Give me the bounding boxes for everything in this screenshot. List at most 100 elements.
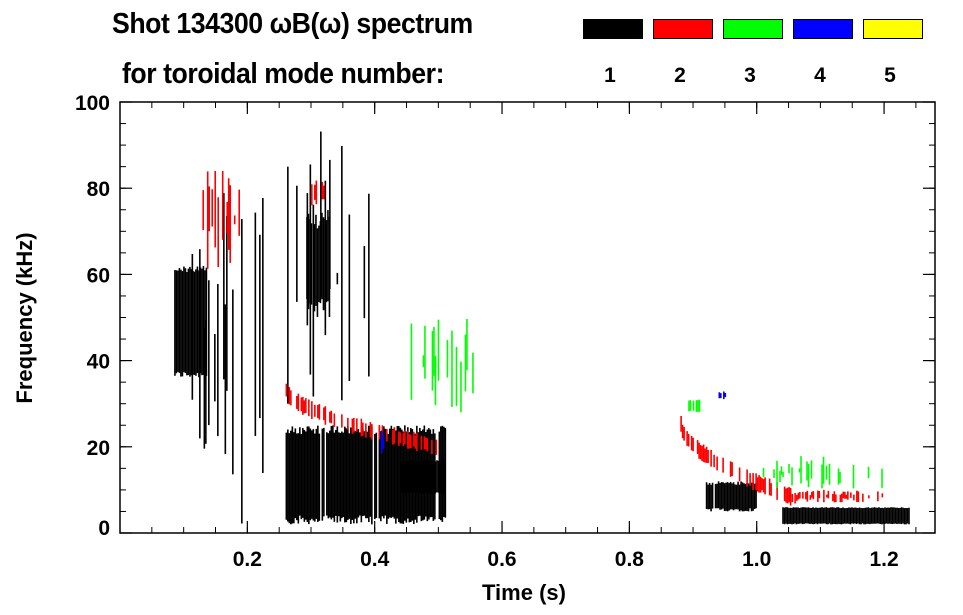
spectrum-mark-mode-1 — [786, 507, 789, 525]
spectrum-mark-mode-2 — [423, 436, 426, 450]
spectrum-mark-mode-2 — [393, 427, 396, 444]
spectrum-mark-mode-1 — [199, 249, 201, 439]
spectrum-mark-mode-1 — [882, 508, 885, 524]
spectrum-mark-mode-1 — [752, 483, 754, 511]
spectrum-mark-mode-2 — [752, 473, 754, 491]
spectrum-mark-mode-1 — [184, 268, 187, 373]
spectrum-mark-mode-3 — [422, 355, 425, 368]
spectrum-mark-mode-2 — [701, 445, 703, 461]
spectrum-mark-mode-1 — [318, 225, 320, 302]
spectrum-mark-mode-1 — [259, 234, 261, 419]
spectrum-mark-mode-1 — [296, 433, 298, 521]
spectrum-mark-mode-2 — [214, 170, 217, 248]
spectrum-mark-mode-1 — [310, 223, 313, 305]
spectrum-mark-mode-1 — [306, 426, 309, 522]
spectrum-mark-mode-1 — [374, 433, 376, 520]
spectrum-mark-mode-1 — [705, 482, 708, 510]
spectrum-mark-mode-1 — [390, 425, 393, 518]
spectrum-mark-mode-1 — [734, 484, 736, 510]
spectrum-mark-mode-1 — [714, 483, 717, 509]
spectrum-mark-mode-1 — [720, 482, 723, 510]
spectrum-mark-mode-1 — [290, 430, 292, 525]
spectrum-mark-mode-2 — [699, 445, 702, 460]
spectrum-mark-mode-1 — [806, 507, 808, 524]
spectrum-mark-mode-1 — [830, 507, 832, 525]
spectrum-mark-mode-1 — [300, 433, 303, 520]
spectrum-mark-mode-1 — [338, 432, 340, 517]
spectrum-mark-mode-2 — [802, 491, 804, 499]
spectrum-mark-mode-1 — [845, 508, 847, 524]
spectrum-mark-mode-1 — [345, 428, 348, 523]
spectrum-mark-mode-1 — [843, 508, 846, 524]
spectrum-mark-mode-2 — [749, 473, 751, 486]
spectrum-mark-mode-2 — [762, 479, 765, 493]
spectrum-mark-mode-1 — [731, 483, 733, 510]
spectrum-mark-mode-2 — [351, 418, 354, 434]
spectrum-mark-mode-1 — [794, 507, 796, 524]
spectrum-mark-mode-3 — [821, 464, 823, 489]
spectrum-mark-mode-1 — [864, 507, 867, 525]
spectrum-mark-mode-4 — [718, 392, 721, 399]
spectrum-mark-mode-1 — [175, 270, 178, 374]
spectrum-mark-mode-1 — [719, 483, 721, 510]
spectrum-mark-mode-1 — [323, 427, 325, 517]
spectrum-mark-mode-2 — [705, 446, 708, 463]
spectrum-mark-mode-3 — [437, 319, 440, 381]
spectrum-mark-mode-1 — [906, 508, 909, 524]
y-tick-label: 80 — [87, 178, 110, 201]
spectrum-mark-mode-3 — [800, 456, 802, 484]
spectrum-mark-mode-1 — [318, 433, 321, 521]
spectrum-mark-mode-1 — [384, 428, 387, 516]
spectrum-mark-mode-3 — [788, 464, 790, 474]
spectrum-mark-mode-1 — [383, 426, 385, 519]
spectrum-mark-mode-2 — [761, 478, 763, 490]
spectrum-mark-mode-1 — [879, 507, 882, 524]
spectrum-mark-mode-1 — [722, 482, 724, 509]
spectrum-mark-mode-2 — [323, 407, 325, 421]
spectrum-mark-mode-1 — [885, 507, 888, 524]
spectrum-mark-mode-2 — [713, 454, 715, 468]
spectrum-mark-mode-2 — [853, 494, 855, 501]
spectrum-mark-mode-2 — [698, 442, 700, 459]
spectrum-mark-mode-1 — [302, 427, 304, 518]
spectrum-mark-mode-3 — [433, 327, 435, 376]
legend-swatch-mode-3 — [723, 19, 783, 39]
spectrum-mark-mode-3 — [798, 468, 801, 473]
spectrum-mark-mode-1 — [848, 507, 850, 524]
spectrum-mark-mode-1 — [419, 461, 422, 493]
spectrum-mark-mode-1 — [344, 426, 346, 523]
spectrum-mark-mode-1 — [288, 433, 291, 524]
spectrum-mark-mode-1 — [746, 482, 748, 512]
spectrum-mark-mode-2 — [416, 432, 418, 451]
spectrum-mark-mode-1 — [837, 507, 840, 524]
spectrum-mark-mode-1 — [195, 269, 197, 376]
spectrum-mark-mode-2 — [211, 189, 214, 227]
spectrum-mark-mode-1 — [325, 220, 328, 303]
spectrum-mark-mode-1 — [902, 507, 904, 524]
spectrum-mark-mode-1 — [324, 180, 327, 336]
spectrum-mark-mode-2 — [371, 424, 373, 440]
spectrum-mark-mode-1 — [740, 481, 742, 511]
spectrum-mark-mode-1 — [815, 507, 817, 524]
spectrum-mark-mode-1 — [410, 460, 413, 493]
spectrum-mark-mode-1 — [840, 508, 843, 525]
spectrum-mark-mode-1 — [716, 483, 718, 509]
spectrum-mark-mode-2 — [290, 390, 292, 406]
spectrum-mark-mode-2 — [233, 215, 236, 225]
spectrum-mark-mode-3 — [791, 467, 793, 486]
spectrum-mark-mode-1 — [710, 484, 712, 512]
spectrum-mark-mode-2 — [206, 171, 209, 269]
spectrum-mark-mode-1 — [359, 432, 361, 516]
spectrum-mark-mode-1 — [903, 508, 906, 525]
y-tick-label: 60 — [87, 264, 110, 287]
spectrum-mark-mode-1 — [287, 429, 289, 522]
spectrum-mark-mode-1 — [801, 507, 804, 525]
spectrum-mark-mode-1 — [854, 507, 856, 524]
spectrum-mark-mode-1 — [326, 432, 328, 516]
spectrum-mark-mode-2 — [809, 495, 812, 500]
spectrum-mark-mode-1 — [299, 427, 301, 516]
spectrum-mark-mode-1 — [327, 433, 330, 519]
spectrum-mark-mode-1 — [189, 266, 191, 377]
spectrum-mark-mode-3 — [455, 347, 458, 406]
legend-label-mode-1: 1 — [604, 64, 616, 87]
